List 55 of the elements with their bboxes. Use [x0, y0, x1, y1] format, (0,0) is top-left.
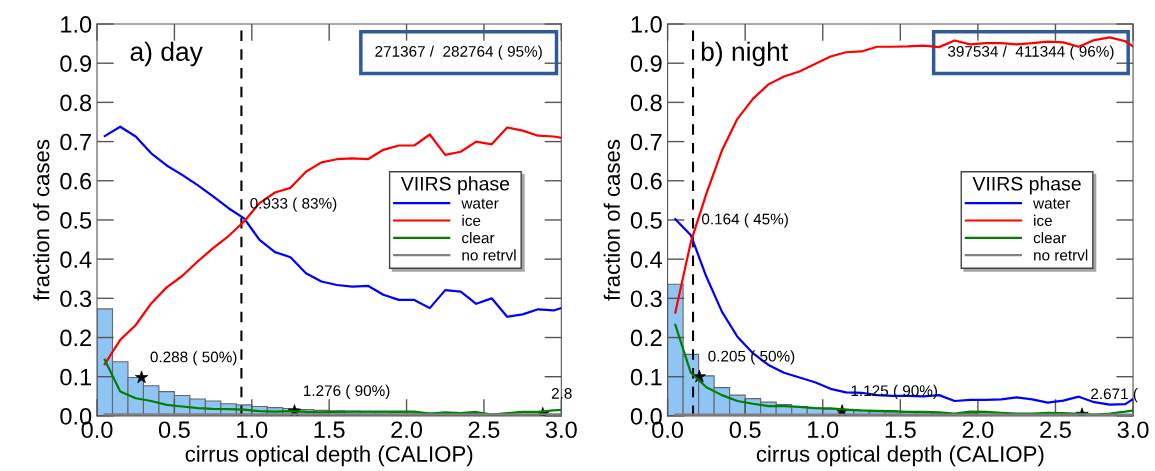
y-tick-label: 0.4	[60, 251, 92, 268]
annotation: 397534 / 411344 ( 96%)	[947, 45, 1114, 60]
legend-label: no retrvl	[1034, 249, 1088, 261]
text: a) day	[130, 41, 203, 67]
y-tick-label: 0.2	[630, 329, 662, 347]
legend-label: water	[1033, 198, 1071, 209]
x-tick-label: 2.5	[468, 421, 500, 439]
x-tick-label: 2.5	[1040, 421, 1071, 439]
legend-label: water	[461, 198, 499, 209]
y-tick-label: 0.3	[630, 290, 662, 308]
y-tick-label: 0.7	[60, 133, 91, 151]
text: b) night	[701, 41, 788, 67]
annotation: 0.205 ( 50%)	[708, 350, 795, 365]
y-tick-label: 0.1	[60, 368, 92, 386]
x-tick-label: 1.5	[885, 421, 916, 439]
x-tick-label: 1.0	[237, 421, 268, 439]
y-tick-label: 0.1	[630, 368, 662, 386]
x-axis-title: cirrus optical depth (CALIOP)	[756, 445, 1044, 467]
x-tick-label: 3.0	[1117, 421, 1149, 439]
y-tick-label: 1.0	[61, 16, 92, 33]
y-tick-label: 1.0	[631, 16, 662, 33]
annotation: 0.288 ( 50%)	[150, 351, 237, 366]
y-tick-label: 0.9	[60, 55, 92, 72]
y-tick-label: 0.7	[630, 133, 662, 151]
y-tick-label: 0.6	[630, 172, 662, 190]
legend-label: clear	[1033, 232, 1066, 244]
legend-label: ice	[462, 214, 481, 226]
legend-label: clear	[462, 232, 495, 244]
y-tick-label: 0.5	[60, 212, 92, 229]
x-tick-label: 1.5	[314, 421, 345, 439]
y-axis-title: fraction of cases	[33, 139, 50, 301]
y-tick-label: 0.6	[60, 172, 92, 190]
x-axis-title: cirrus optical depth (CALIOP)	[185, 445, 473, 467]
annotation: 271367 / 282764 ( 95%)	[375, 45, 542, 60]
y-tick-label: 0.8	[60, 94, 92, 112]
legend-label: no retrvl	[462, 249, 516, 261]
y-tick-label: 0.4	[630, 251, 663, 268]
y-tick-label: 0.8	[630, 94, 662, 112]
x-tick-label: 2.0	[391, 421, 423, 439]
y-tick-label: 0.3	[60, 290, 92, 308]
y-tick-label: 0.9	[630, 55, 662, 72]
y-tick-label: 0.5	[630, 212, 662, 229]
x-tick-label: 0.5	[158, 421, 190, 439]
annotation: 0.164 ( 45%)	[701, 213, 788, 228]
y-axis-title: fraction of cases	[603, 139, 620, 301]
legend-title: VIIRS phase	[400, 176, 510, 195]
legend-title: VIIRS phase	[972, 176, 1081, 195]
x-tick-label: 2.0	[962, 421, 994, 439]
y-tick-label: 0.2	[60, 329, 91, 347]
x-tick-label: 3.0	[545, 421, 577, 439]
legend-label: ice	[1034, 214, 1052, 226]
x-tick-label: 0.5	[729, 421, 761, 439]
annotation: 1.276 ( 90%)	[304, 384, 390, 400]
x-tick-label: 1.0	[808, 421, 839, 439]
annotation: 2.671 (	[1091, 387, 1138, 403]
